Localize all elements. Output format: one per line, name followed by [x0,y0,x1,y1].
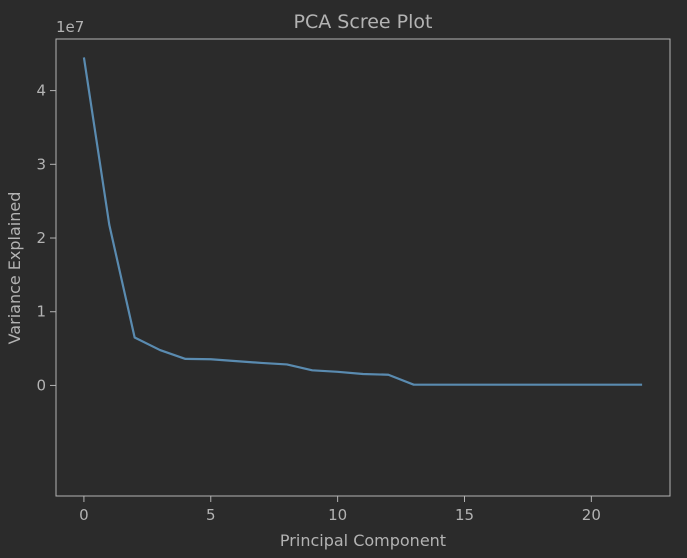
x-tick-label: 20 [582,506,601,524]
x-tick-label: 15 [455,506,474,524]
y-axis-label: Variance Explained [5,192,24,345]
y-tick-label: 4 [36,82,46,100]
x-tick-label: 10 [328,506,347,524]
x-tick-label: 0 [79,506,89,524]
plot-area-frame [55,38,671,497]
y-tick-label: 2 [36,229,46,247]
chart-title: PCA Scree Plot [294,11,433,33]
y-tick-label: 1 [36,303,46,321]
series-line-0 [82,57,643,386]
x-tick-label: 5 [206,506,216,524]
y-tick-label: 3 [36,155,46,173]
y-offset-label: 1e7 [56,18,84,36]
y-tick-label: 0 [36,376,46,394]
x-axis-label: Principal Component [280,531,446,550]
